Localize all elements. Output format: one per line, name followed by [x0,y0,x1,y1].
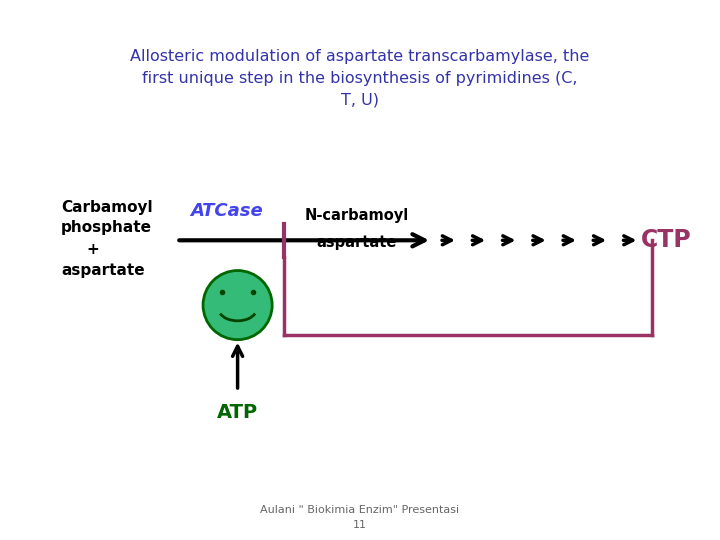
Text: ATCase: ATCase [190,201,264,220]
Text: 11: 11 [353,520,367,530]
Text: ATP: ATP [217,403,258,422]
Text: Aulani " Biokimia Enzim" Presentasi: Aulani " Biokimia Enzim" Presentasi [261,505,459,515]
Text: CTP: CTP [641,228,691,252]
Ellipse shape [203,271,272,340]
Text: phosphate: phosphate [61,220,152,235]
Text: Carbamoyl: Carbamoyl [61,200,153,215]
Text: +: + [86,242,99,257]
Text: aspartate: aspartate [61,262,145,278]
Text: N-carbamoyl: N-carbamoyl [305,208,408,224]
Text: Allosteric modulation of aspartate transcarbamylase, the: Allosteric modulation of aspartate trans… [130,49,590,64]
Text: first unique step in the biosynthesis of pyrimidines (C,: first unique step in the biosynthesis of… [143,71,577,86]
Text: T, U): T, U) [341,92,379,107]
Text: aspartate: aspartate [316,235,397,251]
